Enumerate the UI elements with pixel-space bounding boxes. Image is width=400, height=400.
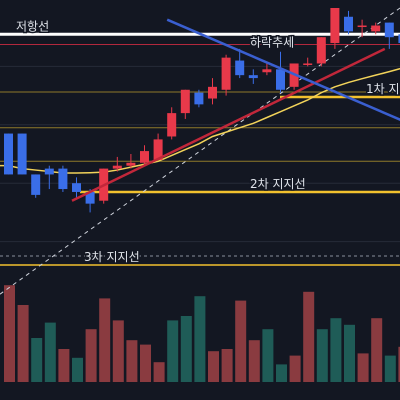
candle-body <box>357 25 367 28</box>
candle-body <box>208 86 217 99</box>
volume-bar <box>58 349 70 382</box>
volume-bar <box>289 355 301 382</box>
candle-body <box>58 168 68 190</box>
candle-body <box>235 60 245 76</box>
candle-body <box>112 165 122 169</box>
downtrend-annotation: 하락추세 <box>250 35 294 49</box>
candle-body <box>248 75 258 79</box>
level-label: 2차 지지선 <box>250 177 306 191</box>
volume-bar <box>357 353 369 382</box>
volume-bar <box>44 322 56 382</box>
uptrend-line <box>71 47 386 202</box>
volume-bar <box>330 318 342 382</box>
volume-bar <box>303 291 315 382</box>
volume-bar <box>208 351 219 382</box>
level-label: 저항선 <box>16 19 49 33</box>
volume-bar <box>344 324 355 382</box>
candle-body <box>316 37 326 64</box>
candle-body <box>180 89 190 114</box>
volume-bar <box>398 346 400 382</box>
candle-body <box>330 8 340 44</box>
candle-body <box>167 113 177 137</box>
level-label: 3차 지지선 <box>84 250 140 264</box>
candle-body <box>31 174 41 195</box>
volume-bar <box>99 298 111 382</box>
volume-bar <box>371 318 383 382</box>
volume-bar <box>194 296 206 382</box>
volume-bar <box>262 329 274 382</box>
volume-bar <box>316 329 328 382</box>
candle-body <box>194 92 204 105</box>
candle-body <box>126 162 136 166</box>
downtrend-line <box>166 18 400 122</box>
volume-bar <box>140 344 151 382</box>
volume-bar <box>72 357 83 382</box>
volume-bar <box>31 338 43 382</box>
candle-body <box>44 168 54 175</box>
volume-bar <box>126 340 138 382</box>
candle-body <box>371 25 381 32</box>
candle-body <box>344 16 353 32</box>
volume-bar <box>248 340 260 382</box>
candle-body <box>153 139 163 160</box>
dashed-trend-line <box>0 7 400 295</box>
volume-bar <box>235 300 247 382</box>
volume-bar <box>112 320 124 382</box>
volume-bar <box>180 316 192 382</box>
candle-body <box>17 133 27 175</box>
volume-bar <box>4 285 15 382</box>
candle-body <box>276 69 285 90</box>
candle-body <box>221 57 231 90</box>
moving-average-line <box>0 67 400 174</box>
level-label: 1차 지지 <box>366 82 400 96</box>
candle-body <box>140 151 149 163</box>
candle-body <box>85 191 95 204</box>
candle-body <box>398 34 400 44</box>
candle-body <box>4 133 13 175</box>
candle-body <box>72 183 81 192</box>
volume-bar <box>85 329 97 382</box>
candle-body <box>262 69 272 73</box>
volume-bar <box>276 364 287 382</box>
volume-bar <box>384 355 396 382</box>
volume-bar <box>167 320 179 382</box>
candle-body <box>384 22 394 38</box>
candle-body <box>303 63 313 65</box>
volume-bar <box>17 305 29 382</box>
volume-bar <box>153 362 165 382</box>
volume-bar <box>221 349 233 382</box>
